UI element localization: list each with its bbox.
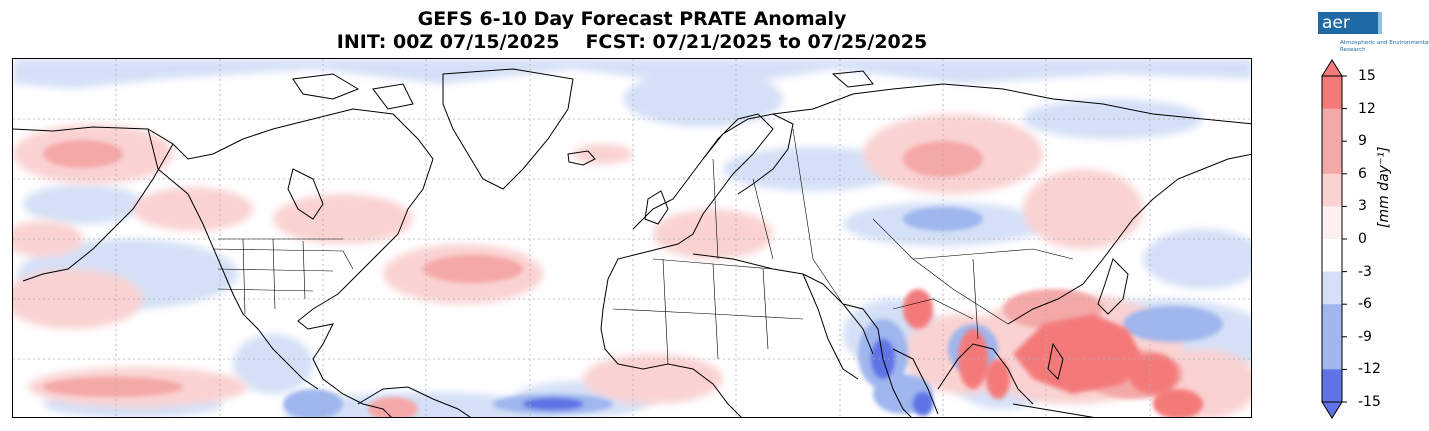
colorbar-band <box>1322 173 1342 207</box>
aer-logo: aer Atmospheric and Environmental Resear… <box>1316 12 1429 58</box>
aer-logo-subtitle: Atmospheric and Environmental Research <box>1340 40 1429 53</box>
anomaly-map <box>12 58 1252 418</box>
gridlines <box>13 59 1251 417</box>
colorbar-band <box>1322 76 1342 110</box>
colorbar-band <box>1322 239 1342 273</box>
colorbar-tick-label: 9 <box>1358 133 1367 150</box>
aer-logo-mark: aer <box>1318 12 1382 34</box>
anomaly-map-svg <box>13 59 1251 417</box>
colorbar-label: [mm day⁻¹] <box>1376 146 1392 228</box>
chart-subtitle: INIT: 00Z 07/15/2025 FCST: 07/21/2025 to … <box>12 31 1252 53</box>
chart-title: GEFS 6-10 Day Forecast PRATE Anomaly <box>417 8 847 30</box>
colorbar-tick-label: 15 <box>1358 68 1376 84</box>
colorbar-band <box>1322 304 1342 338</box>
positive-anomaly-strong <box>903 289 1203 417</box>
colorbar-band <box>1322 271 1342 305</box>
colorbar-tick-label: 3 <box>1358 198 1367 215</box>
colorbar-band <box>1322 108 1342 142</box>
colorbar-tick-label: 12 <box>1358 100 1376 117</box>
colorbar-band <box>1322 336 1342 370</box>
colorbar-band <box>1322 369 1342 403</box>
borders <box>212 128 1074 365</box>
colorbar-tick-label: -15 <box>1358 394 1381 410</box>
colorbar-tick-label: -6 <box>1358 296 1372 313</box>
colorbar-tick-label: 0 <box>1358 231 1367 247</box>
colorbar-tick-label: -12 <box>1358 361 1381 378</box>
colorbar-svg <box>1321 59 1347 419</box>
colorbar-band <box>1322 141 1342 175</box>
colorbar-tick-label: 6 <box>1358 165 1367 182</box>
colorbar-band <box>1322 206 1342 240</box>
forecast-period: FCST: 07/21/2025 to 07/25/2025 <box>585 31 928 53</box>
colorbar-tick-label: -9 <box>1358 328 1372 345</box>
init-time: INIT: 00Z 07/15/2025 <box>336 31 560 53</box>
coastlines <box>13 68 1251 417</box>
colorbar-tick-label: -3 <box>1358 263 1372 280</box>
colorbar: 15 12 9 6 3 0 -3 -6 -9 -12 -15 [mm day⁻¹] <box>1316 58 1426 423</box>
